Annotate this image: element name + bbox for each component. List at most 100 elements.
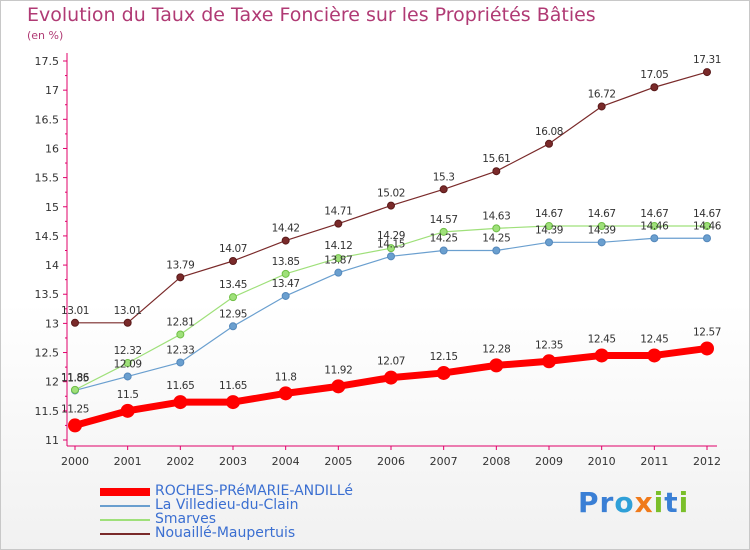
data-label: 11.86 <box>61 372 90 384</box>
data-label: 11.65 <box>219 380 247 392</box>
y-tick-label: 14 <box>45 259 59 272</box>
data-label: 12.95 <box>219 308 247 320</box>
data-point <box>387 252 395 261</box>
logo-letter: r <box>599 486 615 519</box>
data-point <box>176 273 185 282</box>
data-point <box>176 358 185 367</box>
data-point <box>123 372 132 381</box>
proxiti-logo: Proxiti <box>578 486 689 519</box>
x-tick-label: 2009 <box>535 455 563 468</box>
data-label: 13.85 <box>272 256 300 268</box>
logo-letter: i <box>678 486 690 519</box>
data-label: 13.01 <box>61 305 89 317</box>
data-label: 11.25 <box>61 403 89 415</box>
data-point <box>545 222 553 231</box>
data-point <box>439 185 448 194</box>
data-point <box>650 83 659 92</box>
data-label: 13.87 <box>324 255 352 267</box>
legend-item: Smarves <box>100 511 400 528</box>
data-label: 17.31 <box>693 54 721 66</box>
data-point <box>281 269 290 278</box>
logo-letter: x <box>634 486 654 519</box>
data-label: 14.15 <box>377 238 405 250</box>
chart-title: Evolution du Taux de Taxe Foncière sur l… <box>27 4 596 26</box>
x-tick-label: 2007 <box>430 455 458 468</box>
y-tick-label: 16 <box>45 142 59 155</box>
data-point <box>384 370 398 385</box>
y-tick-label: 11 <box>45 434 59 447</box>
y-tick-label: 15.5 <box>35 172 60 185</box>
logo-letter: o <box>614 486 635 519</box>
data-point <box>229 293 237 302</box>
data-point <box>123 359 132 368</box>
x-tick-label: 2008 <box>482 455 510 468</box>
data-point <box>703 234 711 243</box>
x-tick-label: 2011 <box>640 455 668 468</box>
data-label: 14.63 <box>482 210 510 222</box>
y-tick-label: 11.5 <box>35 405 60 418</box>
data-point <box>700 341 714 356</box>
data-label: 11.5 <box>117 389 139 401</box>
data-point <box>436 365 451 380</box>
legend-label: Smarves <box>155 511 217 527</box>
data-point <box>176 330 185 339</box>
logo-letter: t <box>664 486 679 519</box>
data-point <box>650 234 659 243</box>
data-label: 12.45 <box>588 333 616 345</box>
y-tick-label: 13 <box>45 317 59 330</box>
data-point <box>387 201 395 210</box>
logo-letter: P <box>578 486 600 519</box>
data-point <box>173 395 188 410</box>
x-tick-label: 2004 <box>272 455 300 468</box>
legend-label: ROCHES-PRéMARIE-ANDILLé <box>155 483 354 499</box>
y-tick-label: 15 <box>45 201 59 214</box>
data-label: 13.79 <box>166 259 194 271</box>
data-label: 12.28 <box>482 343 510 355</box>
data-label: 15.02 <box>377 188 405 200</box>
data-point <box>387 244 395 253</box>
data-label: 17.05 <box>640 69 668 81</box>
data-point <box>229 256 237 265</box>
data-point <box>334 219 343 228</box>
data-label: 14.46 <box>640 220 669 232</box>
data-label: 15.3 <box>433 171 455 183</box>
data-label: 12.09 <box>114 358 142 370</box>
data-label: 12.57 <box>693 326 721 338</box>
x-tick-label: 2006 <box>377 455 405 468</box>
x-tick-label: 2005 <box>324 455 352 468</box>
data-label: 12.15 <box>430 351 458 363</box>
data-label: 14.67 <box>640 208 668 220</box>
data-point <box>597 222 606 231</box>
data-label: 14.71 <box>324 206 352 218</box>
data-point <box>226 395 240 410</box>
data-label: 14.25 <box>482 233 510 245</box>
legend-item: La Villedieu-du-Clain <box>100 497 400 514</box>
data-label: 14.07 <box>219 243 247 255</box>
data-label: 13.01 <box>114 305 142 317</box>
x-tick-label: 2010 <box>588 455 616 468</box>
data-label: 15.61 <box>482 153 510 165</box>
data-point <box>68 418 82 433</box>
legend-item: Nouaillé-Maupertuis <box>100 525 400 542</box>
data-point <box>229 322 237 331</box>
data-label: 12.35 <box>535 339 563 351</box>
x-tick-label: 2001 <box>114 455 142 468</box>
data-label: 14.46 <box>693 220 722 232</box>
data-point <box>542 354 556 369</box>
data-label: 13.45 <box>219 279 247 291</box>
logo-letter: i <box>653 486 665 519</box>
data-label: 14.29 <box>377 230 405 242</box>
data-label: 14.39 <box>588 224 616 236</box>
unit-label: (en %) <box>27 29 64 42</box>
data-point <box>492 167 501 176</box>
legend-label: La Villedieu-du-Clain <box>155 497 299 513</box>
x-tick-label: 2000 <box>61 455 89 468</box>
data-point <box>278 386 293 401</box>
data-label: 14.67 <box>535 208 563 220</box>
y-tick-label: 17 <box>45 84 59 97</box>
data-label: 14.25 <box>430 233 458 245</box>
data-label: 14.39 <box>535 224 563 236</box>
data-point <box>120 403 135 418</box>
data-point <box>439 227 448 236</box>
